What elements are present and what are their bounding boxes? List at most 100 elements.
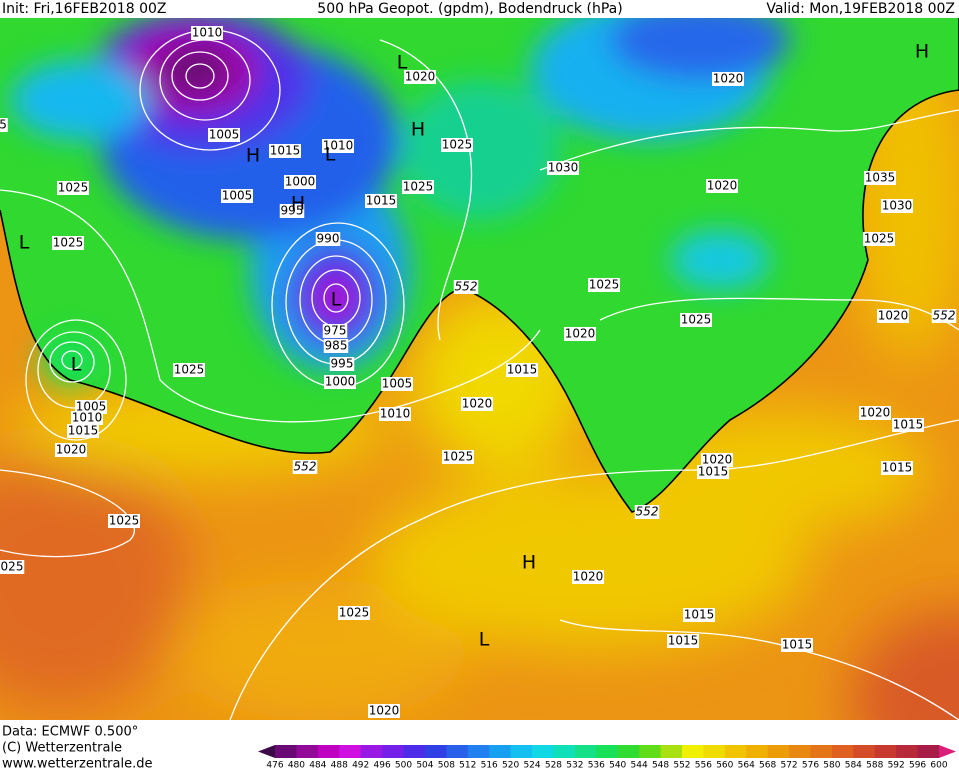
pressure-label: 1025 (339, 606, 370, 620)
pressure-label: 1010 (323, 139, 354, 153)
colorbar-segment (660, 745, 683, 758)
pressure-label: 1030 (548, 161, 579, 175)
pressure-label: 1015 (366, 194, 397, 208)
colorbar-label: 524 (523, 761, 540, 771)
label-box (269, 144, 301, 158)
colorbar-segment (617, 745, 640, 758)
colorbar-segment (703, 745, 726, 758)
label-box (931, 309, 957, 323)
colorbar-label: 548 (652, 761, 669, 771)
pressure-label: 1015 (668, 634, 699, 648)
colorbar-label: 584 (845, 761, 862, 771)
pressure-label: 1020 (462, 397, 493, 411)
pressure-label: 1025 (864, 232, 895, 246)
label-box (57, 181, 89, 195)
label-box (52, 236, 84, 250)
pressure-center: L (325, 144, 336, 166)
pressure-label: 1010 (192, 26, 223, 40)
colorbar: 476 480 484 488 492 496 500 504 508 512 516 520 524 5… (258, 745, 956, 771)
contour-label: 552 (933, 309, 956, 323)
colorbar-label: 588 (866, 761, 883, 771)
label-box (279, 204, 305, 218)
label-box (697, 465, 729, 479)
colorbar-high (939, 745, 956, 758)
colorbar-segment (746, 745, 769, 758)
pressure-center: L (19, 232, 30, 254)
label-box (221, 189, 253, 203)
colorbar-segment (424, 745, 447, 758)
colorbar-segment (296, 745, 319, 758)
pressure-label: 1020 (878, 309, 909, 323)
colorbar-segment (317, 745, 340, 758)
pressure-label: 1025 (109, 514, 140, 528)
contour-label: 552 (455, 280, 478, 294)
label-box (453, 280, 479, 294)
label-box (667, 634, 699, 648)
pressure-label: 1020 (713, 72, 744, 86)
colorbar-segment (382, 745, 405, 758)
label-box (323, 339, 349, 353)
colorbar-segment (874, 745, 897, 758)
label-box (683, 608, 715, 622)
colorbar-label: 544 (631, 761, 648, 771)
pressure-label: 995 (281, 204, 304, 218)
label-box (864, 171, 896, 185)
colorbar-label: 528 (545, 761, 562, 771)
colorbar-segment (510, 745, 533, 758)
colorbar-segment (339, 745, 362, 758)
pressure-label: 1000 (285, 175, 316, 189)
colorbar-segment (275, 745, 297, 758)
label-box (547, 161, 579, 175)
colorbar-segment (831, 745, 854, 758)
pressure-label: 1025 (442, 138, 473, 152)
pressure-label: 1020 (369, 704, 400, 718)
pressure-label: 1020 (702, 453, 733, 467)
colorbar-label: 600 (930, 761, 947, 771)
colorbar-segment (917, 745, 940, 758)
label-box (442, 450, 474, 464)
label-box (191, 26, 223, 40)
label-box (338, 606, 370, 620)
label-box (402, 180, 434, 194)
label-box (877, 309, 909, 323)
pressure-label: 1020 (707, 179, 738, 193)
pressure-label: 975 (324, 324, 347, 338)
colorbar-segment (532, 745, 554, 758)
label-box (706, 179, 738, 193)
pressure-center: L (71, 354, 82, 376)
label-box (379, 407, 411, 421)
pressure-label: 1015 (893, 418, 924, 432)
label-box (712, 72, 744, 86)
pressure-label: 985 (325, 339, 348, 353)
colorbar-label: 596 (909, 761, 926, 771)
colorbar-segment (789, 745, 811, 758)
pressure-label: 1015 (507, 363, 538, 377)
pressure-label: 1025 (443, 450, 474, 464)
colorbar-label: 492 (352, 761, 369, 771)
pressure-center: H (915, 41, 929, 63)
pressure-label: 1020 (573, 570, 604, 584)
label-box (71, 411, 103, 425)
contour-label: 552 (294, 460, 317, 474)
pressure-label: 1020 (405, 70, 436, 84)
colorbar-low (258, 745, 275, 758)
colorbar-segment (467, 745, 490, 758)
colorbar-segment (446, 745, 469, 758)
pressure-center: L (479, 629, 490, 651)
colorbar-label: 520 (502, 761, 519, 771)
label-box (208, 128, 240, 142)
pressure-label: 1015 (782, 638, 813, 652)
label-box (284, 175, 316, 189)
colorbar-label: 480 (288, 761, 305, 771)
colorbar-segment (853, 745, 876, 758)
colorbar-label: 572 (780, 761, 797, 771)
colorbar-label: 504 (416, 761, 433, 771)
pressure-label: 025 (1, 560, 24, 574)
label-box (701, 453, 733, 467)
pressure-label: 1025 (589, 278, 620, 292)
pressure-center: L (331, 289, 342, 311)
label-box (881, 199, 913, 213)
pressure-label: 1035 (865, 171, 896, 185)
pressure-label: 1015 (882, 461, 913, 475)
label-box (173, 363, 205, 377)
